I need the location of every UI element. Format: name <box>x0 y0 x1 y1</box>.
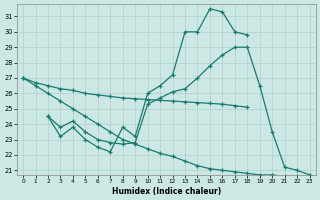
X-axis label: Humidex (Indice chaleur): Humidex (Indice chaleur) <box>112 187 221 196</box>
